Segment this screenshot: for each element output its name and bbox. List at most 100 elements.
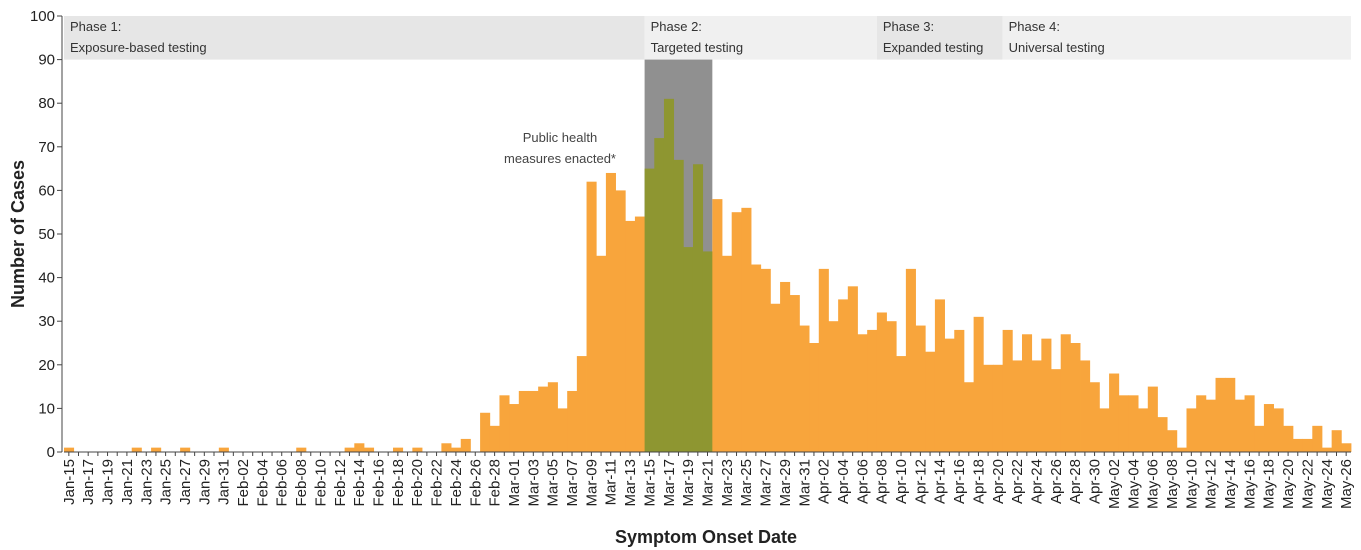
x-tick-label: Feb-12	[332, 459, 349, 507]
x-axis-title: Symptom Onset Date	[615, 527, 797, 547]
phase-band	[644, 16, 877, 60]
bar	[634, 216, 646, 452]
x-tick-label: May-04	[1125, 459, 1142, 509]
x-tick-label: May-10	[1183, 459, 1200, 509]
x-tick-label: Jan-31	[216, 459, 233, 505]
bar	[499, 395, 510, 452]
x-tick-label: May-02	[1106, 459, 1123, 509]
bar	[1196, 395, 1207, 452]
bar	[1176, 447, 1187, 452]
x-tick-label: Apr-20	[990, 459, 1007, 504]
bar	[1147, 386, 1158, 452]
bar	[1215, 377, 1226, 452]
bar	[702, 251, 713, 452]
x-tick-label: Mar-07	[564, 459, 581, 507]
x-tick-label: Mar-21	[700, 459, 717, 507]
x-tick-label: Mar-19	[680, 459, 697, 507]
phase-name: Phase 3:	[883, 19, 934, 34]
x-tick-label: May-26	[1338, 459, 1355, 509]
bar	[857, 334, 868, 452]
bar	[722, 255, 733, 452]
phase-name: Phase 1:	[70, 19, 121, 34]
bar	[751, 264, 762, 452]
x-tick-label: Feb-02	[235, 459, 252, 507]
x-tick-label: Mar-17	[661, 459, 678, 507]
y-axis-title: Number of Cases	[8, 160, 28, 308]
y-tick-label: 20	[38, 357, 55, 374]
bar	[1273, 408, 1284, 452]
annotation: measures enacted*	[504, 151, 616, 166]
bar	[934, 299, 945, 452]
bar	[789, 295, 800, 452]
bar	[770, 303, 781, 452]
bar	[625, 220, 636, 452]
bar	[644, 168, 655, 452]
bar	[344, 447, 355, 452]
x-tick-label: Feb-10	[312, 459, 329, 507]
y-tick-label: 40	[38, 270, 55, 287]
bar	[576, 356, 587, 452]
bar	[1254, 425, 1265, 452]
bar	[538, 386, 549, 452]
bar	[1312, 425, 1323, 452]
x-tick-label: May-08	[1164, 459, 1181, 509]
x-tick-label: Mar-09	[583, 459, 600, 507]
y-tick-label: 90	[38, 52, 55, 69]
bar	[692, 164, 704, 453]
bar	[1138, 408, 1149, 452]
bar	[963, 382, 975, 452]
x-tick-label: Feb-28	[487, 459, 504, 507]
bar	[1283, 425, 1294, 452]
bar	[1089, 382, 1100, 452]
bar	[363, 447, 375, 452]
bar	[886, 321, 897, 452]
y-tick-label: 80	[38, 95, 55, 112]
bar	[509, 404, 520, 452]
bar	[760, 268, 771, 452]
x-tick-label: Jan-15	[61, 459, 78, 505]
bar	[1080, 360, 1091, 452]
bar	[1234, 399, 1245, 452]
x-tick-label: Jan-25	[158, 459, 175, 505]
x-tick-label: Mar-01	[506, 459, 523, 507]
bar	[1263, 404, 1274, 452]
bar	[1244, 395, 1255, 452]
bar	[1118, 395, 1129, 452]
bar	[1021, 334, 1033, 452]
bar	[151, 447, 162, 452]
phase-label: Targeted testing	[651, 40, 744, 55]
x-tick-label: Apr-08	[874, 459, 891, 504]
bar	[1157, 417, 1168, 452]
x-tick-label: Jan-19	[100, 459, 117, 505]
phase-name: Phase 4:	[1009, 19, 1060, 34]
x-tick-label: Apr-06	[854, 459, 871, 504]
x-tick-label: Apr-26	[1048, 459, 1065, 504]
bar	[780, 281, 791, 452]
bar	[412, 447, 423, 452]
x-tick-label: Apr-10	[893, 459, 910, 504]
x-tick-label: May-24	[1319, 459, 1336, 509]
bar	[1302, 438, 1313, 452]
bar	[518, 390, 529, 452]
x-tick-label: Feb-20	[409, 459, 426, 507]
x-tick-label: Mar-13	[622, 459, 639, 507]
bar	[1225, 377, 1236, 452]
bar	[954, 329, 965, 452]
y-tick-label: 60	[38, 182, 55, 199]
x-tick-label: Mar-03	[525, 459, 542, 507]
bar	[731, 212, 742, 452]
x-tick-label: Jan-27	[177, 459, 194, 505]
y-tick-label: 100	[30, 8, 55, 25]
x-tick-label: Mar-23	[719, 459, 736, 507]
x-tick-label: Apr-24	[1029, 459, 1046, 504]
bar	[1321, 447, 1333, 452]
x-tick-label: May-06	[1145, 459, 1162, 509]
x-tick-label: Feb-04	[254, 459, 271, 507]
x-tick-label: Apr-22	[1009, 459, 1026, 504]
bar	[1331, 430, 1342, 452]
x-tick-label: Feb-26	[467, 459, 484, 507]
bar	[547, 382, 558, 452]
x-tick-label: Feb-16	[370, 459, 387, 507]
bar	[1167, 430, 1178, 452]
phase-band	[1002, 16, 1351, 60]
